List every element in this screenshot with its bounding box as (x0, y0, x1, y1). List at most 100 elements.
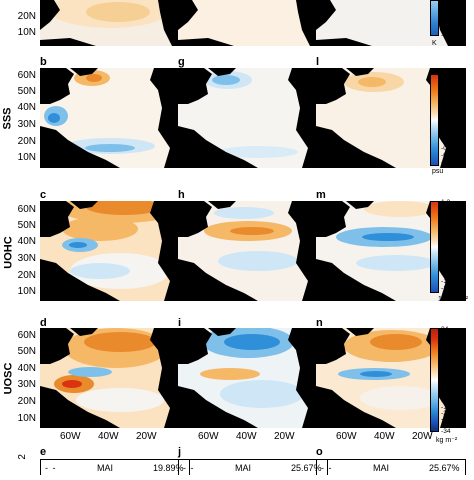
lat-label: 10N (17, 27, 36, 38)
panel-f (178, 0, 328, 46)
legend-line: - - (45, 463, 57, 473)
mai-panel-e: - - MAI 19.89% (40, 459, 190, 475)
mai-label: MAI (97, 463, 114, 473)
uohc-unit: 10⁹ J m⁻² (438, 296, 469, 303)
sss-tick: 0.07 (441, 96, 454, 103)
uohc-tick: -1.2 (441, 285, 453, 292)
lon-label: 60W (60, 431, 81, 442)
sss-tick: -0.11 (441, 152, 456, 159)
lat-label: 10N (17, 413, 36, 424)
panel-letter: b (40, 56, 47, 68)
uosc-tick: 10 (441, 362, 449, 369)
panel-letter: m (316, 189, 326, 201)
uosc-tick: 22 (441, 344, 449, 351)
panel-letter: j (178, 446, 182, 458)
uosc-tick: -26 (441, 416, 451, 423)
uohc-tick: 1.2 (441, 199, 451, 206)
uohc-colorbar (430, 201, 439, 293)
lon-label: 20W (274, 431, 295, 442)
panel-letter: l (316, 56, 320, 68)
lat-label: 20N (17, 270, 36, 281)
sss-tick: 0.03 (441, 112, 454, 119)
panel-letter: i (178, 317, 182, 329)
panel-letter: g (178, 56, 185, 68)
panel-g (178, 68, 328, 168)
sss-tick: 0.11 (441, 80, 454, 87)
mai-value: 25.67% (291, 463, 322, 473)
legend-line: - - (321, 463, 333, 473)
lon-label: 20W (136, 431, 157, 442)
lat-label: 40N (17, 236, 36, 247)
panel-letter: o (316, 446, 323, 458)
lat-label: 50N (17, 86, 36, 97)
sss-map-b (40, 68, 190, 168)
uohc-tick: 0.8 (441, 213, 451, 220)
sss-tick: 0.09 (441, 88, 454, 95)
uohc-tick: -0.6 (441, 264, 453, 271)
lon-label: 40W (236, 431, 257, 442)
panel-k (316, 0, 466, 46)
panel-h (178, 201, 328, 301)
uohc-tick: -0.8 (441, 271, 453, 278)
legend-line: - - (183, 463, 195, 473)
sst-map-a (40, 0, 190, 46)
panel-letter: d (40, 317, 47, 329)
uohc-tick: -0.2 (441, 250, 453, 257)
sss-tick: 0.13 (441, 72, 454, 79)
uosc-tick: 6 (441, 368, 445, 375)
uosc-tick: -30 (441, 422, 451, 429)
sss-colorbar (430, 74, 439, 166)
panel-i (178, 328, 328, 428)
lat-label: 50N (17, 346, 36, 357)
sst-tick: -0.2 (441, 1, 453, 8)
sss-tick: 0.05 (441, 104, 454, 111)
panel-a (40, 0, 190, 46)
lon-label: 60W (198, 431, 219, 442)
uosc-tick: -6 (441, 386, 447, 393)
panel-b (40, 68, 190, 168)
lon-label: 40W (374, 431, 395, 442)
lat-label: 60N (17, 70, 36, 81)
lat-label: 30N (17, 119, 36, 130)
uosc-tick: -18 (441, 404, 451, 411)
lat-label: 40N (17, 363, 36, 374)
mai-panel-o: - - MAI 25.67% (316, 459, 466, 475)
uosc-colorbar (430, 328, 439, 432)
sss-tick: -0.07 (441, 138, 457, 145)
uohc-tick: -1 (441, 278, 447, 285)
lat-label: 60N (17, 204, 36, 215)
lat-label: 30N (17, 253, 36, 264)
panel-c (40, 201, 190, 301)
uohc-tick: 0 (441, 242, 445, 249)
panel-letter: c (40, 189, 47, 201)
uosc-tick: -2 (441, 380, 447, 387)
y-tick: 2 (17, 454, 28, 460)
uohc-map-h (178, 201, 328, 301)
mai-panel-j: - - MAI 25.67% (178, 459, 328, 475)
uosc-tick: 30 (441, 332, 449, 339)
sss-tick: -0.09 (441, 145, 457, 152)
uosc-tick: 34 (441, 326, 449, 333)
uohc-map-c (40, 201, 190, 301)
uosc-tick: 18 (441, 350, 449, 357)
lat-label: 10N (17, 286, 36, 297)
sst-tick: -0.4 (441, 17, 453, 24)
uosc-tick: -14 (441, 398, 451, 405)
panel-l (316, 68, 466, 168)
mai-label: MAI (235, 463, 252, 473)
panel-letter: n (316, 317, 323, 329)
lat-label: 40N (17, 102, 36, 113)
panel-letter: h (178, 189, 185, 201)
lon-label: 60W (336, 431, 357, 442)
sss-tick: -0.05 (441, 131, 457, 138)
sst-unit: K (432, 40, 437, 47)
uosc-unit: kg m⁻² (436, 437, 458, 444)
sst-map-k (316, 0, 466, 46)
uosc-tick: -22 (441, 410, 451, 417)
uosc-map-i (178, 328, 328, 428)
panel-d (40, 328, 190, 428)
lat-label: 30N (17, 379, 36, 390)
uohc-tick: -0.4 (441, 257, 453, 264)
uosc-tick: 14 (441, 356, 449, 363)
sss-tick: -0.03 (441, 124, 457, 131)
